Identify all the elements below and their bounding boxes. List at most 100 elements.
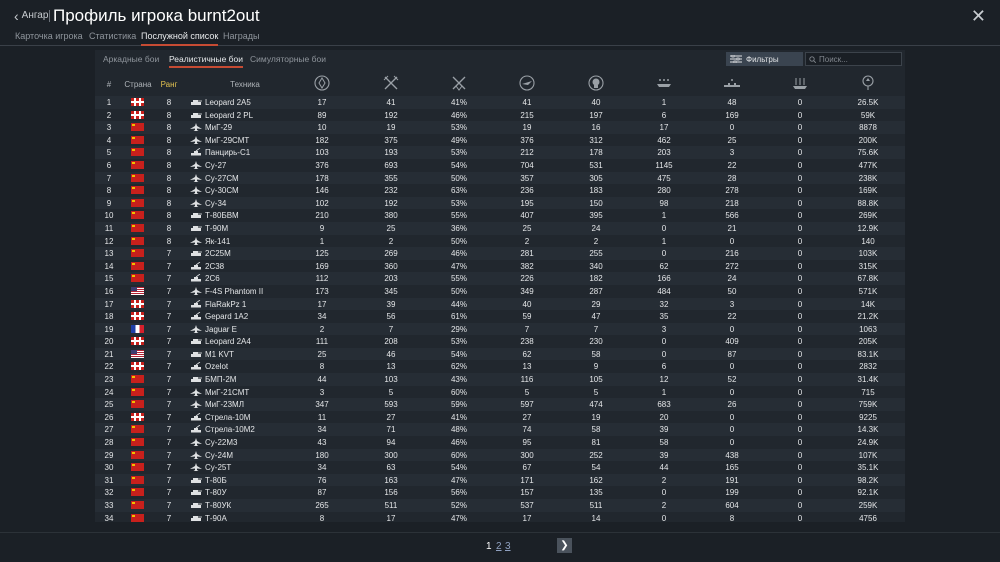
filters-button[interactable]: Фильтры: [726, 52, 803, 66]
naval-kills-icon[interactable]: [791, 74, 809, 92]
table-row[interactable]: 20 7 Leopard 2A4 111 208 53% 238 230 0 409 0 205K: [95, 335, 905, 348]
table-row[interactable]: 3 8 МиГ-29 10 19 53% 19 16 17 0 0 8878: [95, 121, 905, 134]
table-row[interactable]: 23 7 БМП-2М 44 103 43% 116 105 12 52 0 31.4K: [95, 373, 905, 386]
rank-value: 7: [166, 324, 172, 334]
tab-0[interactable]: Карточка игрока: [15, 31, 83, 41]
tab-2[interactable]: Послужной список: [141, 31, 219, 46]
next-page-button[interactable]: ❯: [557, 538, 572, 553]
stat-cell: 278: [725, 186, 739, 196]
table-row[interactable]: 22 7 Ozelot 8 13 62% 13 9 6 0 0 2832: [95, 360, 905, 373]
ussr-flag-icon: [131, 375, 144, 384]
stat-cell: 0: [797, 475, 803, 485]
search-field[interactable]: [805, 52, 902, 66]
stat-cell: 182: [589, 274, 603, 284]
table-row[interactable]: 26 7 Стрела-10М 11 27 41% 27 19 20 0 0 9225: [95, 411, 905, 424]
stat-cell: 111: [315, 337, 329, 347]
ussr-flag-icon: [131, 425, 144, 434]
page-link-1[interactable]: 1: [486, 541, 492, 552]
table-row[interactable]: 9 8 Су-34 102 192 53% 195 150 98 218 0 88.8K: [95, 196, 905, 210]
stat-cell: 236: [520, 186, 534, 196]
table-row[interactable]: 4 8 МиГ-29СМТ 182 375 49% 376 312 462 25 0 200K: [95, 134, 905, 147]
column-country[interactable]: Страна: [124, 80, 152, 89]
stat-cell: 19: [386, 123, 396, 133]
table-row[interactable]: 8 8 Су-30СМ 146 232 63% 236 183 280 278 0 169K: [95, 184, 905, 197]
experience-icon[interactable]: [859, 74, 877, 92]
table-row[interactable]: 18 7 Gepard 1A2 34 56 61% 59 47 35 22 0 21.2K: [95, 310, 905, 323]
search-input[interactable]: [819, 54, 899, 64]
stat-cell: 11: [317, 412, 327, 422]
mode-tab-1[interactable]: Реалистичные бои: [169, 54, 244, 68]
stat-cell: 0: [797, 488, 803, 498]
air-kills-icon[interactable]: [655, 74, 673, 92]
page-link-3[interactable]: 3: [505, 541, 511, 552]
stat-cell: 215: [520, 110, 534, 120]
table-row[interactable]: 14 7 2С38 169 360 47% 382 340 62 272 0 315K: [95, 260, 905, 273]
table-row[interactable]: 7 8 Су-27СМ 178 355 50% 357 305 475 28 0 238K: [95, 171, 905, 185]
stat-cell: 94: [386, 438, 396, 448]
page-link-2[interactable]: 2: [496, 541, 502, 552]
tank-icon: [190, 488, 202, 496]
stat-cell: 683: [657, 400, 671, 410]
stat-cell: 0: [661, 249, 667, 259]
table-row[interactable]: 12 8 Як-141 1 2 50% 2 2 1 0 0 140: [95, 235, 905, 248]
table-row[interactable]: 1 8 Leopard 2A5 17 41 41% 41 40 1 48 0 26.5K: [95, 96, 905, 109]
stat-cell: 103: [384, 375, 398, 385]
stat-cell: 165: [725, 463, 739, 473]
table-row[interactable]: 33 7 Т-80УК 265 511 52% 537 511 2 604 0 259K: [95, 499, 905, 512]
stat-cell: 24: [591, 223, 601, 233]
respawns-icon[interactable]: [518, 74, 536, 92]
table-row[interactable]: 32 7 Т-80У 87 156 56% 157 135 0 199 0 92.1K: [95, 486, 905, 499]
vehicle-name: Су-27: [205, 160, 227, 170]
table-row[interactable]: 27 7 Стрела-10М2 34 71 48% 74 58 39 0 0 14.3K: [95, 423, 905, 437]
table-row[interactable]: 21 7 M1 KVT 25 46 54% 62 58 0 87 0 83.1K: [95, 347, 905, 361]
table-row[interactable]: 31 7 Т-80Б 76 163 47% 171 162 2 191 0 98.2K: [95, 473, 905, 487]
table-row[interactable]: 11 8 Т-90М 9 25 36% 25 24 0 21 0 12.9K: [95, 221, 905, 235]
column-rank[interactable]: Ранг: [160, 80, 178, 89]
table-row[interactable]: 29 7 Су-24М 180 300 60% 300 252 39 438 0 107K: [95, 448, 905, 462]
win-rate-icon[interactable]: [450, 74, 468, 92]
rank-value: 8: [166, 223, 172, 233]
table-row[interactable]: 28 7 Су-22М3 43 94 46% 95 81 58 0 0 24.9K: [95, 436, 905, 449]
stat-cell: 216: [725, 249, 739, 259]
table-row[interactable]: 34 7 Т-90А 8 17 47% 17 14 0 8 0 4756: [95, 512, 905, 525]
back-button[interactable]: ‹ Ангар: [14, 9, 48, 23]
table-row[interactable]: 19 7 Jaguar E 2 7 29% 7 7 3 0 0 1063: [95, 322, 905, 336]
stat-cell: 0: [729, 236, 735, 246]
jet-icon: [190, 198, 202, 207]
stat-cell: 0: [797, 312, 803, 322]
row-number: 1: [106, 98, 112, 107]
table-row[interactable]: 16 7 F-4S Phantom II 173 345 50% 349 287 484 50 0 5…: [95, 285, 905, 298]
ground-kills-icon[interactable]: [382, 74, 400, 92]
column-number[interactable]: #: [106, 80, 112, 89]
close-icon[interactable]: ✕: [970, 6, 986, 26]
table-row[interactable]: 15 7 2С6 112 203 55% 226 182 166 24 0 67.8K: [95, 272, 905, 285]
table-row[interactable]: 6 8 Су-27 376 693 54% 704 531 1145 22 0 477K: [95, 159, 905, 172]
ussr-flag-icon: [131, 400, 144, 409]
stat-cell: 150: [589, 198, 603, 208]
ground-kills-icon-2[interactable]: [723, 74, 741, 92]
rank-value: 8: [166, 211, 172, 221]
table-row[interactable]: 10 8 Т-80БВМ 210 380 55% 407 395 1 566 0 269K: [95, 209, 905, 222]
rank-value: 7: [166, 349, 172, 359]
table-row[interactable]: 17 7 FlaRakPz 1 17 39 44% 40 29 32 3 0 14K: [95, 297, 905, 311]
table-row[interactable]: 25 7 МиГ-23МЛ 347 593 59% 597 474 683 26 0 759K: [95, 398, 905, 411]
mode-tab-2[interactable]: Симуляторные бои: [250, 54, 326, 64]
table-row[interactable]: 2 8 Leopard 2 PL 89 192 46% 215 197 6 169 0 59K: [95, 109, 905, 122]
france-flag-icon: [131, 324, 144, 333]
table-row[interactable]: 13 7 2С25М 125 269 46% 281 255 0 216 0 103K: [95, 247, 905, 260]
tab-3[interactable]: Награды: [223, 31, 260, 41]
table-row[interactable]: 5 8 Панцирь-С1 103 193 53% 212 178 203 3 0 75.6K: [95, 146, 905, 159]
table-row[interactable]: 24 7 МиГ-21СМТ 3 5 60% 5 5 1 0 0 715: [95, 386, 905, 399]
battles-icon[interactable]: [313, 74, 331, 92]
profile-tabs: Карточка игрока Статистика Послужной списо…: [0, 30, 1000, 46]
mode-tab-0[interactable]: Аркадные бои: [103, 54, 160, 64]
stat-cell: 376: [520, 135, 534, 145]
stat-cell: 0: [797, 337, 803, 347]
stat-cell: 47%: [450, 513, 467, 523]
table-row[interactable]: 30 7 Су-25Т 34 63 54% 67 54 44 165 0 35.1K: [95, 461, 905, 474]
column-vehicle[interactable]: Техника: [230, 80, 260, 89]
table-header: # Страна Ранг Техника: [95, 70, 905, 96]
tab-1[interactable]: Статистика: [89, 31, 137, 41]
germany-flag-icon: [131, 362, 144, 371]
deaths-icon[interactable]: [587, 74, 605, 92]
